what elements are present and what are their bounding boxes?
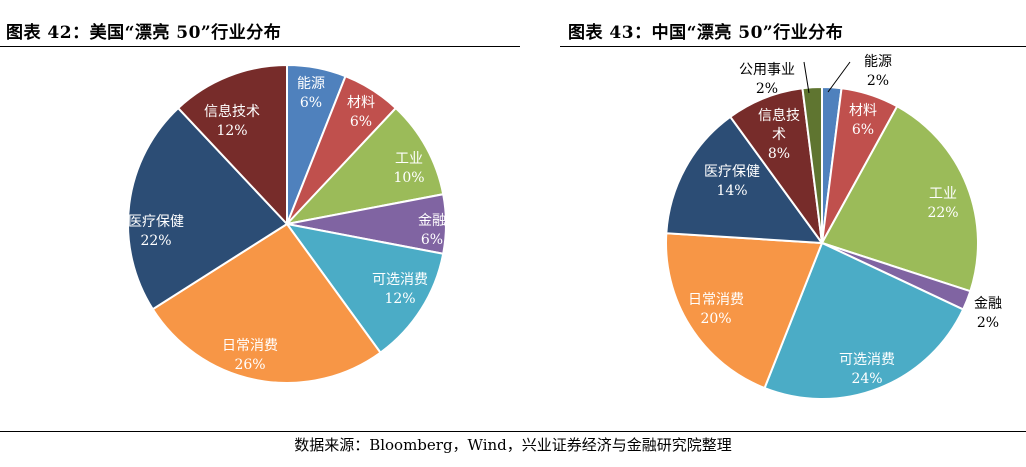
slice-label: 医疗保健 22% xyxy=(128,214,184,249)
pie-slice xyxy=(284,106,445,226)
leader-line xyxy=(827,61,851,93)
slice-value-label: 26% xyxy=(234,357,265,373)
slice-value-label: 10% xyxy=(393,170,424,186)
slice-value-label: 2% xyxy=(977,315,999,331)
slice-label: 能源 6% xyxy=(297,76,325,111)
slice-label: 材料 6% xyxy=(849,103,877,138)
slice-label: 工业 10% xyxy=(393,151,424,186)
pie-slice xyxy=(127,106,289,311)
slice-category-label: 可选消费 xyxy=(839,352,895,368)
slice-label: 可选消费 24% xyxy=(839,352,895,387)
slice-category-label: 材料 xyxy=(347,95,375,111)
slice-category-label: 公用事业 xyxy=(739,62,795,78)
slice-value-label: 8% xyxy=(768,146,790,162)
slice-label: 日常消费 26% xyxy=(222,338,278,373)
slice-label: 日常消费 20% xyxy=(688,292,744,327)
slice-label: 金融 2% xyxy=(974,296,1002,331)
chart-title-china: 图表 43：中国“漂亮 50”行业分布 xyxy=(568,23,844,43)
slice-label: 工业 22% xyxy=(927,186,958,221)
slice-category-label: 金融 xyxy=(418,213,446,229)
pie-slice xyxy=(284,222,445,355)
slice-label: 可选消费 12% xyxy=(372,272,428,307)
divider-bottom xyxy=(0,431,1026,432)
slice-category-label: 能源 xyxy=(297,76,325,92)
slice-label: 金融 6% xyxy=(418,213,446,248)
slice-category-label: 信息技术 xyxy=(204,103,260,120)
pie-chart-china: 能源 2% 材料 6% 工业 22% 金融 2% 可选消费 24% 日常消费 20% 医疗保健 14% 信息… xyxy=(665,54,1002,400)
pie-slice xyxy=(665,115,825,245)
slice-value-label: 6% xyxy=(350,114,372,130)
slice-value-label: 24% xyxy=(851,371,882,387)
slice-category-label: 能源 xyxy=(864,54,892,70)
pie-slice xyxy=(176,63,288,227)
slice-category-label: 金融 xyxy=(974,296,1002,312)
slice-category-label: 工业 xyxy=(929,186,957,202)
slice-label: 材料 6% xyxy=(347,95,375,130)
slice-category-label: 医疗保健 xyxy=(704,164,760,180)
source-note: 数据来源：Bloomberg，Wind，兴业证券经济与金融研究院整理 xyxy=(294,436,732,454)
divider-top-right xyxy=(560,46,1026,47)
slice-label: 信息技术 12% xyxy=(204,103,260,139)
slice-value-label: 22% xyxy=(927,205,958,221)
slice-value-label: 6% xyxy=(852,122,874,138)
slice-category-label: 术 xyxy=(772,127,786,143)
slice-value-label: 2% xyxy=(756,81,778,97)
slice-category-label: 医疗保健 xyxy=(128,214,184,230)
slice-category-label: 日常消费 xyxy=(222,338,278,354)
slice-label: 公用事业 2% xyxy=(739,62,795,97)
pie-chart-us: 能源 6% 材料 6% 工业 10% 金融 6% 可选消费 12% 日常消费 26% 医疗保健 22% 信息… xyxy=(127,63,447,384)
slice-category-label: 工业 xyxy=(395,151,423,167)
slice-category-label: 可选消费 xyxy=(372,272,428,288)
pie-slice xyxy=(151,222,382,384)
pie-slice xyxy=(820,104,979,293)
slice-value-label: 20% xyxy=(700,311,731,327)
slice-label: 医疗保健 14% xyxy=(704,164,760,199)
slice-label: 信息技术 8% xyxy=(758,107,800,162)
slice-value-label: 6% xyxy=(300,95,322,111)
divider-top-left xyxy=(0,46,520,47)
pie-slice xyxy=(801,85,823,244)
slice-value-label: 6% xyxy=(421,232,443,248)
slice-value-label: 22% xyxy=(140,233,171,249)
slice-category-label: 信息技 xyxy=(758,107,800,124)
slice-value-label: 12% xyxy=(216,123,247,139)
pie-slice xyxy=(763,241,965,400)
chart-title-us: 图表 42：美国“漂亮 50”行业分布 xyxy=(6,23,282,43)
leader-line xyxy=(803,61,810,94)
slice-category-label: 日常消费 xyxy=(688,292,744,308)
slice-value-label: 2% xyxy=(867,73,889,89)
slice-value-label: 14% xyxy=(716,183,747,199)
slice-category-label: 材料 xyxy=(849,103,877,119)
slice-label: 能源 2% xyxy=(864,54,892,89)
slice-value-label: 12% xyxy=(384,291,415,307)
pie-slice xyxy=(665,232,824,390)
